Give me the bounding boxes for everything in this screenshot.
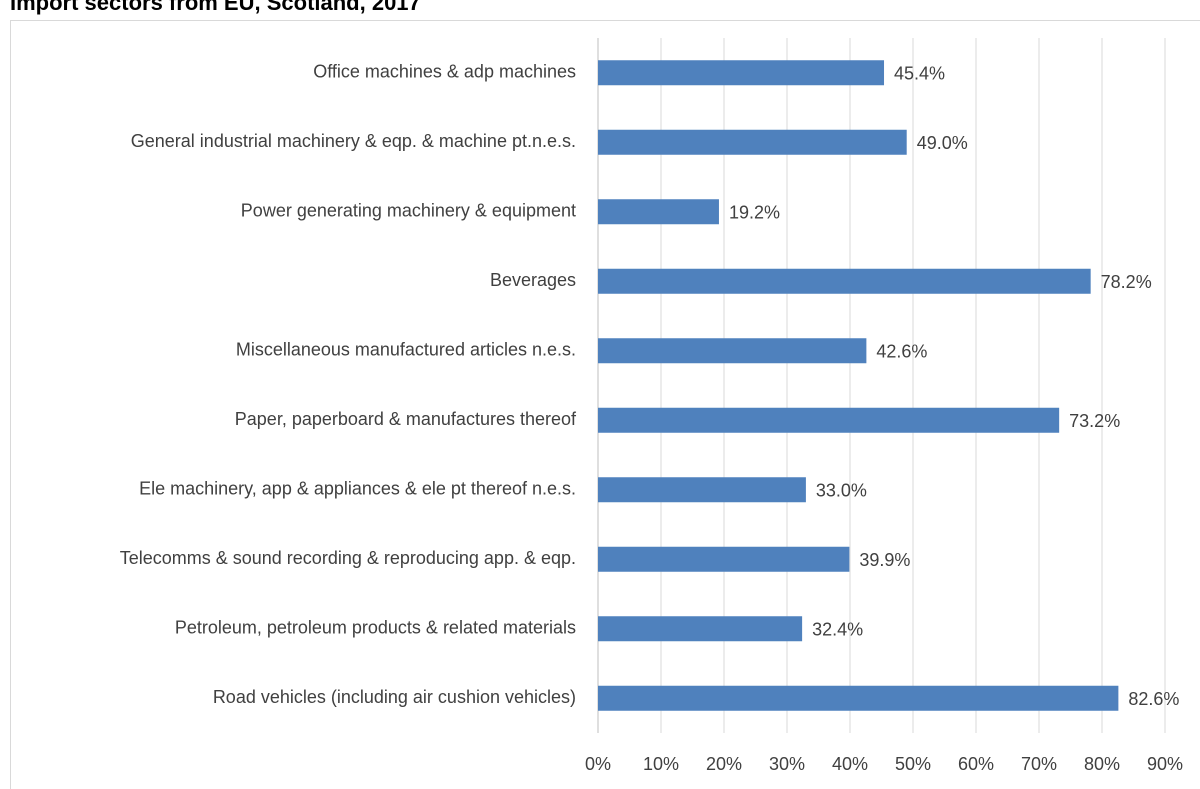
x-tick-label: 50% [895,754,931,774]
x-tick-label: 30% [769,754,805,774]
y-tick-label: Road vehicles (including air cushion veh… [213,687,576,707]
data-label: 78.2% [1101,272,1152,292]
data-label: 82.6% [1128,689,1179,709]
y-tick-label: Paper, paperboard & manufactures thereof [235,409,577,429]
y-tick-label: Office machines & adp machines [313,62,576,82]
y-tick-label: Telecomms & sound recording & reproducin… [120,548,576,568]
x-tick-label: 80% [1084,754,1120,774]
y-tick-label: Beverages [490,270,576,290]
x-tick-label: 90% [1147,754,1183,774]
bar [598,407,1060,433]
data-label: 73.2% [1069,411,1120,431]
x-tick-label: 0% [585,754,611,774]
x-tick-label: 20% [706,754,742,774]
chart-border [10,20,1200,789]
bar [598,338,867,364]
data-label: 42.6% [876,342,927,362]
data-label: 19.2% [729,203,780,223]
x-tick-label: 10% [643,754,679,774]
bar [598,546,850,572]
bar [598,268,1091,294]
bar [598,477,806,503]
bar [598,616,803,642]
y-tick-label: General industrial machinery & eqp. & ma… [131,131,576,151]
bar [598,685,1119,711]
bar [598,60,885,86]
chart-title: Import sectors from EU, Scotland, 2017 [10,0,421,15]
data-label: 49.0% [917,133,968,153]
data-label: 32.4% [812,620,863,640]
y-tick-label: Power generating machinery & equipment [241,201,576,221]
x-tick-label: 60% [958,754,994,774]
x-tick-label: 40% [832,754,868,774]
y-tick-label: Ele machinery, app & appliances & ele pt… [139,479,576,499]
y-tick-label: Petroleum, petroleum products & related … [175,618,576,638]
bar [598,199,719,225]
bar [598,129,907,155]
y-tick-label: Miscellaneous manufactured articles n.e.… [236,340,576,360]
x-tick-label: 70% [1021,754,1057,774]
data-label: 33.0% [816,481,867,501]
data-label: 45.4% [894,64,945,84]
data-label: 39.9% [859,550,910,570]
